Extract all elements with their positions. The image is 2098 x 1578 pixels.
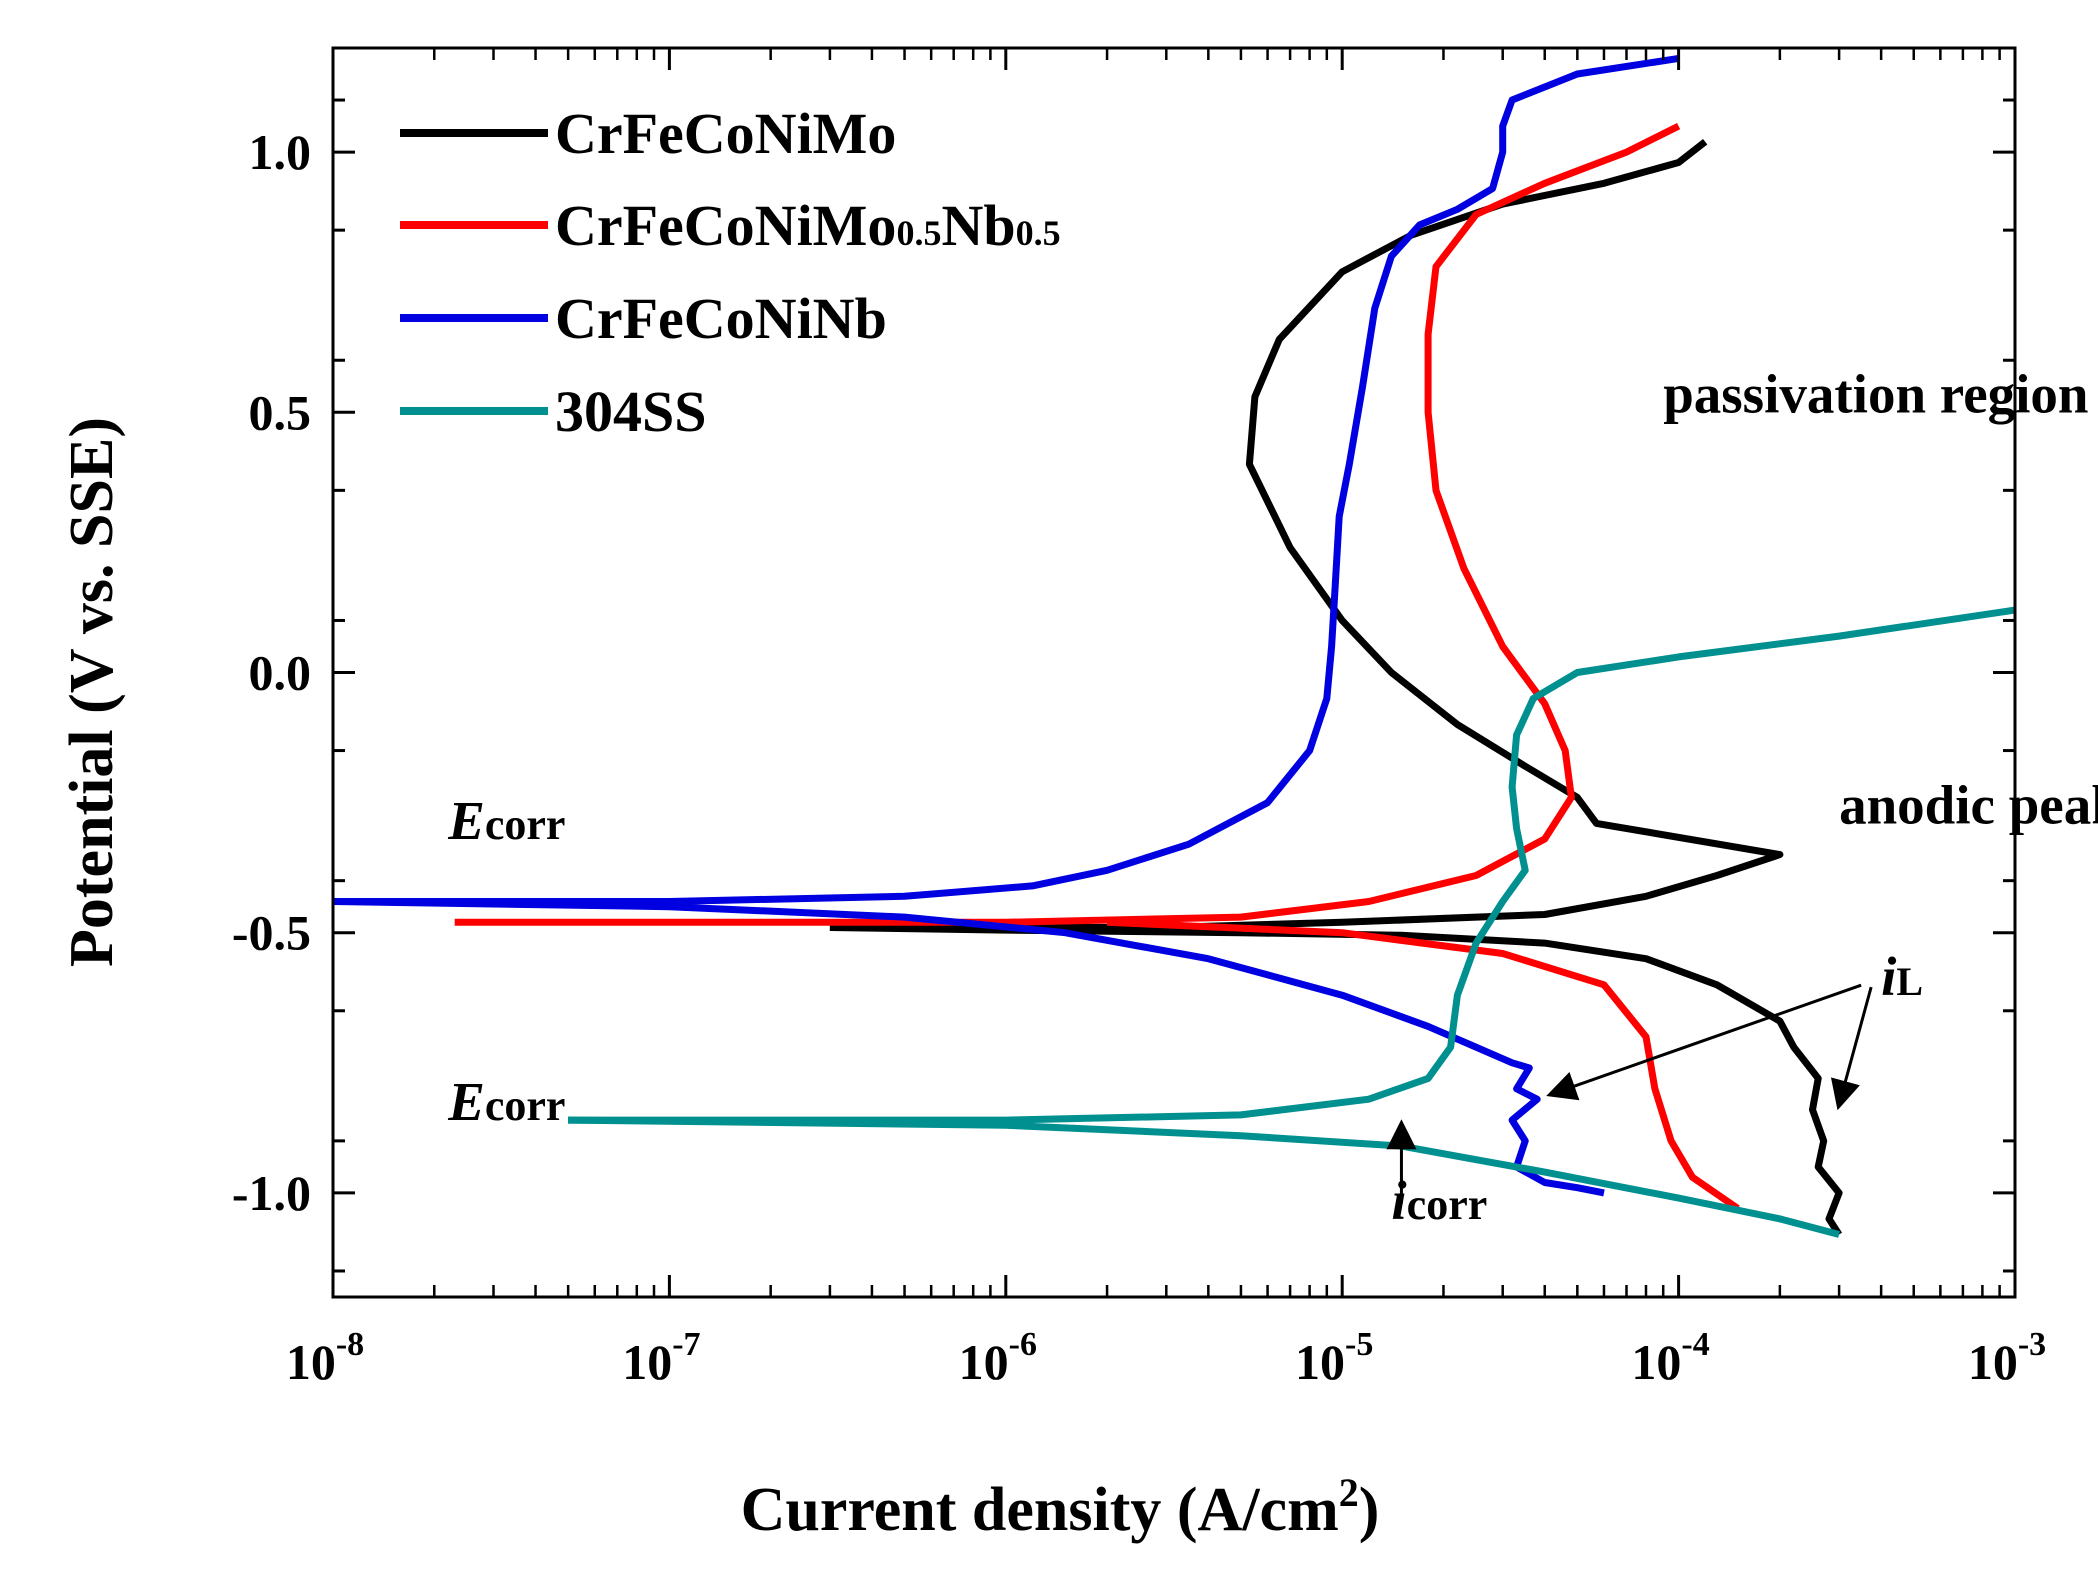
y-tick-label: 0.5 <box>249 384 312 440</box>
ecorr-lower-label: Ecorr <box>447 1071 565 1132</box>
legend-label-304ss: 304SS <box>555 379 707 444</box>
curves-group <box>332 54 2016 1238</box>
anodic-peak-label: anodic peak <box>1839 774 2098 835</box>
x-tick-label: 10-7 <box>622 1326 700 1390</box>
x-axis-title: Current density (A/cm2) <box>741 1470 1380 1544</box>
legend-label-crfeconimo: CrFeCoNiMo <box>555 101 896 166</box>
passivation-region-label: passivation region <box>1663 363 2088 424</box>
x-tick-label: 10-3 <box>1968 1326 2046 1390</box>
il-label: iL <box>1881 946 1923 1007</box>
series-crfeconimo0-5nb0-5-cathodic <box>1106 918 1740 1212</box>
series-crfeconimo-cathodic <box>829 924 1843 1237</box>
series-304ss-cathodic <box>568 1116 1840 1238</box>
axis-ticks: 1.0 0.5 0.0 -0.5 -1.0 10-8 10-7 10-6 10-5 10-4 10-… <box>232 48 2046 1390</box>
il-arrow-black <box>1830 986 1873 1111</box>
y-axis-title: Potential (V vs. SSE) <box>58 417 126 967</box>
series-crfeconimo0-5nb0-5-anodic <box>454 122 1681 926</box>
y-tick-label: -0.5 <box>232 905 311 961</box>
ecorr-upper-label: Ecorr <box>447 790 565 851</box>
legend-label-crfeconimo-nb: CrFeCoNiMo0.5Nb0.5 <box>555 193 1061 258</box>
il-arrow-blue <box>1546 983 1862 1101</box>
annotation-arrows <box>1386 983 1873 1204</box>
x-tick-label: 10-6 <box>959 1326 1037 1390</box>
y-tick-label: 0.0 <box>249 645 312 701</box>
y-tick-label: -1.0 <box>232 1165 311 1221</box>
x-tick-label: 10-8 <box>286 1326 364 1390</box>
legend-label-crfeconinb: CrFeCoNiNb <box>555 286 887 351</box>
series-crfeconimo-anodic <box>829 138 1784 931</box>
series-304ss-anodic <box>568 606 2016 1124</box>
y-tick-label: 1.0 <box>249 124 312 180</box>
x-tick-label: 10-5 <box>1295 1326 1373 1390</box>
x-tick-label: 10-4 <box>1631 1326 1709 1390</box>
legend: CrFeCoNiMo CrFeCoNiMo0.5Nb0.5 CrFeCoNiNb… <box>400 101 1061 444</box>
series-crfeconinb-anodic <box>333 54 1680 905</box>
icorr-label: icorr <box>1391 1170 1487 1231</box>
